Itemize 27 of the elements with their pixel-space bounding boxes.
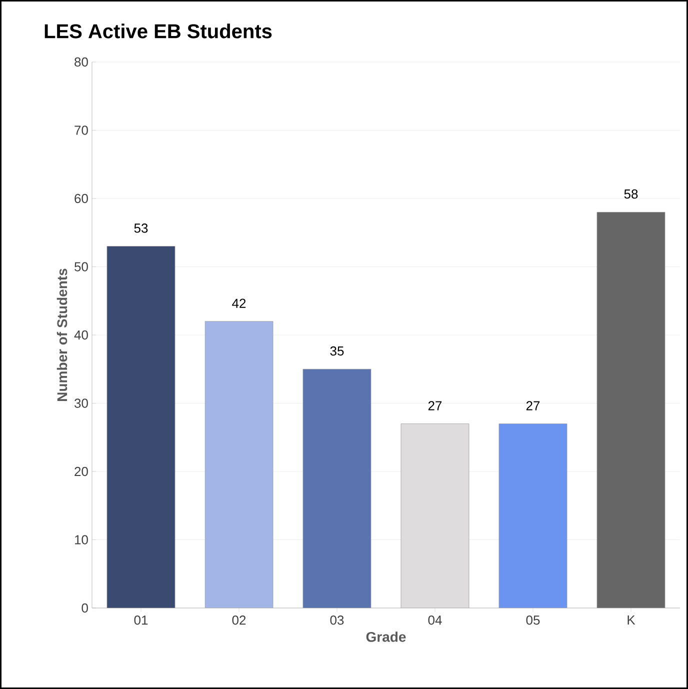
bar [596, 212, 666, 608]
y-tick-label: 30 [74, 398, 88, 408]
x-tick-label: 02 [232, 616, 246, 625]
y-tick-label: 0 [82, 603, 88, 613]
y-axis-title: Number of Students [56, 268, 68, 401]
y-tick-label: 20 [74, 466, 88, 476]
data-label: 53 [134, 224, 148, 233]
data-label: 42 [232, 298, 246, 308]
y-tick-label: 40 [74, 330, 88, 340]
x-tick-label: 01 [134, 616, 148, 625]
y-tick-label: 80 [74, 57, 88, 67]
data-label: 27 [428, 401, 442, 410]
bar [302, 368, 372, 608]
y-tick-label: 70 [74, 126, 88, 135]
data-label: 58 [624, 189, 638, 199]
x-tick-label: 03 [330, 616, 344, 625]
x-tick-label: 04 [428, 616, 442, 625]
x-tick-label: 05 [526, 616, 540, 625]
x-tick-label: K [628, 616, 636, 624]
chart-title: LES Active EB Students [44, 24, 272, 38]
data-label: 35 [330, 346, 344, 356]
data-label: 27 [526, 401, 540, 410]
y-tick-label: 50 [74, 262, 88, 272]
bar [106, 246, 176, 608]
x-axis-title: Grade [366, 632, 406, 642]
y-tick-label: 60 [74, 194, 88, 204]
y-tick-label: 10 [74, 535, 88, 544]
